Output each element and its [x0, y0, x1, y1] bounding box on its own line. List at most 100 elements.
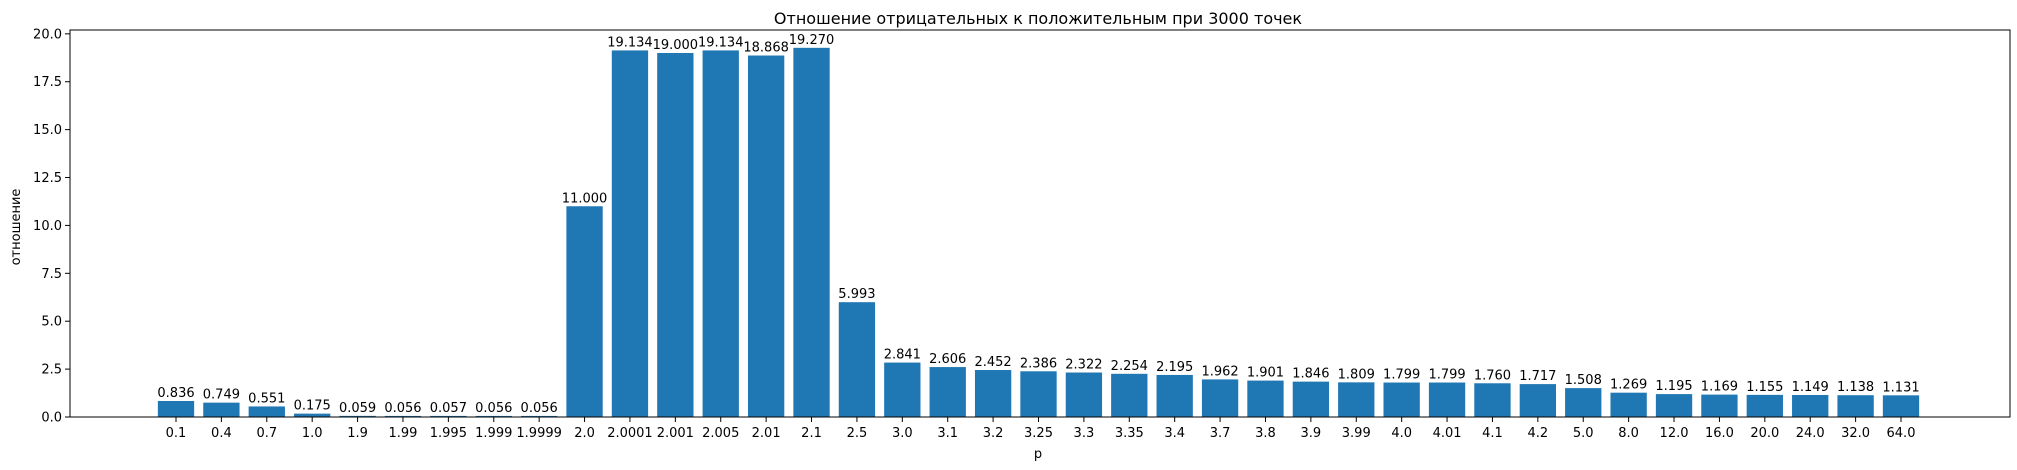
value-label: 19.000	[653, 38, 699, 53]
x-tick-label: 1.9999	[516, 426, 562, 441]
x-tick-label: 2.1	[801, 426, 822, 441]
x-tick-label: 20.0	[1750, 426, 1779, 441]
x-tick-label: 3.2	[983, 426, 1004, 441]
x-axis-label: p	[1034, 447, 1042, 462]
value-label: 0.059	[339, 401, 376, 416]
bar	[1837, 395, 1874, 417]
x-tick-label: 0.7	[256, 426, 277, 441]
x-tick-label: 3.99	[1342, 426, 1371, 441]
bar	[1428, 382, 1466, 417]
value-label: 0.175	[294, 399, 331, 414]
x-tick-label: 1.995	[430, 426, 467, 441]
bar	[339, 415, 376, 417]
bar	[157, 400, 195, 417]
value-label: 19.134	[607, 35, 653, 50]
y-tick-label: 2.5	[41, 363, 62, 378]
value-label: 1.169	[1701, 380, 1738, 395]
x-tick-label: 3.3	[1074, 426, 1095, 441]
x-tick-label: 4.01	[1433, 426, 1462, 441]
bar	[838, 302, 876, 417]
x-tick-label: 2.5	[847, 426, 868, 441]
value-label: 1.962	[1201, 364, 1238, 379]
bar	[248, 406, 285, 417]
x-tick-label: 2.005	[702, 426, 739, 441]
bar	[1474, 383, 1511, 417]
bar	[1247, 380, 1284, 417]
x-tick-label: 2.001	[657, 426, 694, 441]
x-tick-label: 12.0	[1660, 426, 1689, 441]
bar	[1020, 371, 1057, 417]
value-label: 1.799	[1428, 368, 1465, 383]
value-label: 2.452	[974, 355, 1011, 370]
bar	[1565, 388, 1602, 417]
x-tick-label: 24.0	[1796, 426, 1825, 441]
bars	[157, 47, 1920, 418]
y-tick-label: 20.0	[33, 27, 62, 42]
y-axis-ticks: 0.0 2.5 5.0 7.5 10.0 12.5 15.0 17.5 20.0	[33, 27, 70, 426]
value-label: 19.270	[789, 33, 835, 48]
x-tick-label: 3.0	[892, 426, 913, 441]
bar	[1610, 392, 1647, 417]
value-label: 0.836	[157, 386, 194, 401]
x-tick-label: 4.2	[1527, 426, 1548, 441]
value-label: 11.000	[562, 191, 608, 206]
y-tick-label: 0.0	[41, 411, 62, 426]
x-tick-label: 3.7	[1210, 426, 1231, 441]
value-label: 0.056	[521, 401, 558, 416]
bar	[1701, 394, 1738, 417]
y-tick-label: 5.0	[41, 315, 62, 330]
x-tick-label: 1.0	[302, 426, 323, 441]
x-tick-label: 2.0001	[607, 426, 653, 441]
x-tick-label: 4.1	[1482, 426, 1503, 441]
value-label: 1.799	[1383, 368, 1420, 383]
bar	[1111, 373, 1148, 417]
y-tick-label: 10.0	[33, 219, 62, 234]
bar	[974, 370, 1012, 417]
bar	[1338, 382, 1375, 417]
y-tick-label: 12.5	[33, 171, 62, 186]
value-label: 2.386	[1020, 356, 1057, 371]
x-tick-label: 3.35	[1115, 426, 1144, 441]
value-label: 0.056	[475, 401, 512, 416]
x-tick-label: 8.0	[1618, 426, 1639, 441]
x-tick-label: 3.9	[1301, 426, 1322, 441]
value-label: 0.551	[248, 391, 285, 406]
value-label: 1.901	[1247, 366, 1284, 381]
y-tick-label: 15.0	[33, 123, 62, 138]
value-label: 2.254	[1111, 359, 1148, 374]
x-tick-label: 2.0	[574, 426, 595, 441]
bar	[884, 362, 921, 417]
bar	[566, 206, 603, 417]
bar	[475, 415, 512, 417]
value-label: 1.508	[1565, 373, 1602, 388]
bar	[294, 413, 331, 417]
value-label: 1.149	[1792, 380, 1829, 395]
plot-frame	[69, 29, 2011, 418]
value-label: 2.841	[884, 348, 921, 363]
x-tick-label: 5.0	[1573, 426, 1594, 441]
x-tick-label: 64.0	[1887, 426, 1916, 441]
y-axis-label: отношение	[9, 189, 24, 266]
value-label: 19.134	[698, 35, 744, 50]
value-label: 0.749	[203, 388, 240, 403]
bar	[1792, 394, 1829, 417]
x-tick-label: 1.9	[347, 426, 368, 441]
bar	[1065, 372, 1103, 417]
bar	[1156, 374, 1193, 417]
x-tick-label: 3.25	[1024, 426, 1053, 441]
value-labels: 0.836 0.749 0.551 0.175 0.059 0.056 0.057 0.056…	[157, 33, 1919, 416]
x-axis-ticks: 0.1 0.4 0.7 1.0 1.9 1.99 1.995 1.999 1.9999 2.0 2.…	[166, 417, 1916, 441]
bar	[702, 50, 739, 417]
y-tick-label: 17.5	[33, 75, 62, 90]
bar	[793, 47, 830, 418]
x-tick-label: 3.8	[1255, 426, 1276, 441]
bar	[521, 415, 558, 417]
chart-title: Отношение отрицательных к положительным …	[774, 9, 1302, 28]
value-label: 0.056	[384, 401, 421, 416]
bar	[1292, 381, 1330, 417]
x-tick-label: 0.4	[211, 426, 232, 441]
value-label: 1.717	[1519, 369, 1556, 384]
value-label: 1.131	[1882, 380, 1919, 395]
x-tick-label: 1.999	[475, 426, 512, 441]
